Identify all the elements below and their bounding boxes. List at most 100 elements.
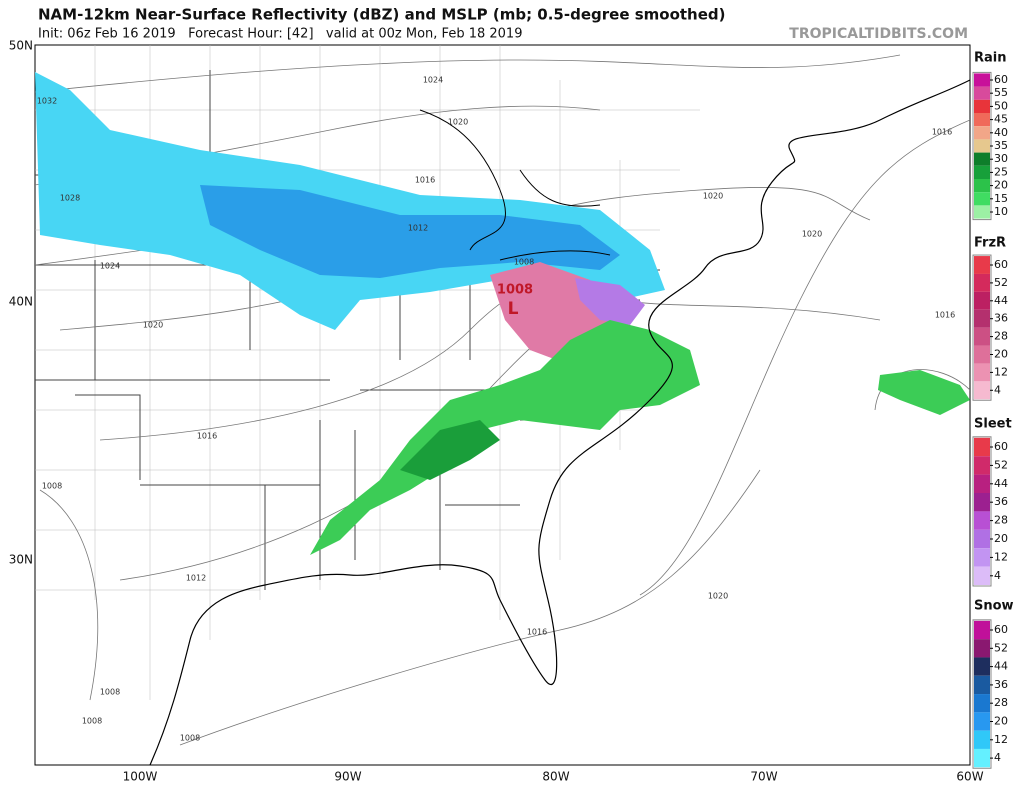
axis-labels: 50N 40N 30N 100W 90W 80W 70W 60W bbox=[9, 39, 984, 784]
legend-label: 40 bbox=[994, 126, 1008, 139]
legend-swatch bbox=[974, 712, 990, 731]
legend-label: 45 bbox=[994, 113, 1008, 126]
legend-swatch bbox=[974, 566, 990, 585]
legend-title: FrzR bbox=[974, 236, 1006, 251]
isobar-label: 1020 bbox=[448, 118, 468, 127]
legend-swatch bbox=[974, 327, 990, 346]
legend-label: 52 bbox=[994, 276, 1008, 289]
low-pressure: 1008 bbox=[497, 283, 533, 298]
isobar-label: 1008 bbox=[82, 717, 102, 726]
legend-label: 52 bbox=[994, 641, 1008, 654]
legend-label: 25 bbox=[994, 165, 1008, 178]
legend-title: Sleet bbox=[974, 417, 1012, 432]
isobar-label: 1020 bbox=[802, 230, 822, 239]
legend-label: 20 bbox=[994, 715, 1008, 728]
lon-label: 100W bbox=[123, 770, 158, 784]
legend-swatch bbox=[974, 657, 990, 676]
legend-swatch bbox=[974, 192, 990, 206]
legend-swatch bbox=[974, 273, 990, 292]
isobar-label: 1012 bbox=[408, 224, 428, 233]
isobar-label: 1008 bbox=[514, 258, 534, 267]
isobar-labels: 1032 1028 1024 1020 1016 1012 1008 1008 1008 1008… bbox=[37, 76, 955, 743]
legend-label: 20 bbox=[994, 179, 1008, 192]
lon-label: 60W bbox=[956, 770, 983, 784]
subtitle: Init: 06z Feb 16 2019 Forecast Hour: [42… bbox=[38, 27, 522, 42]
legend-label: 60 bbox=[994, 623, 1008, 636]
legend-swatch bbox=[974, 730, 990, 749]
legend-frame bbox=[972, 254, 992, 401]
legend-swatch bbox=[974, 474, 990, 493]
legend-label: 20 bbox=[994, 532, 1008, 545]
isobar-label: 1024 bbox=[100, 262, 120, 271]
isobar-label: 1008 bbox=[180, 734, 200, 743]
legend-label: 12 bbox=[994, 733, 1008, 746]
legend-swatch bbox=[974, 437, 990, 457]
lon-label: 80W bbox=[542, 770, 569, 784]
isobar-label: 1020 bbox=[143, 321, 163, 330]
legend-swatch bbox=[974, 291, 990, 310]
legend-label: 35 bbox=[994, 139, 1008, 152]
legend-label: 50 bbox=[994, 99, 1008, 112]
legend-label: 44 bbox=[994, 294, 1008, 307]
legend-swatch bbox=[974, 363, 990, 382]
legend-swatch bbox=[974, 548, 990, 567]
isobar-label: 1016 bbox=[415, 176, 435, 185]
legend-swatch bbox=[974, 748, 990, 768]
legend-label: 20 bbox=[994, 348, 1008, 361]
legend-label: 15 bbox=[994, 192, 1008, 205]
legend-swatch bbox=[974, 639, 990, 658]
legend-label: 4 bbox=[994, 383, 1001, 396]
legend-label: 44 bbox=[994, 660, 1008, 673]
isobar-label: 1012 bbox=[186, 574, 206, 583]
legend-label: 28 bbox=[994, 696, 1008, 709]
isobar-label: 1032 bbox=[37, 97, 57, 106]
legend-swatch bbox=[974, 73, 990, 87]
legend-swatch bbox=[974, 345, 990, 364]
legend-label: 44 bbox=[994, 477, 1008, 490]
legend-swatch bbox=[974, 152, 990, 166]
legend-frame bbox=[972, 619, 992, 769]
legend-title: Snow bbox=[974, 599, 1014, 614]
legend-swatch bbox=[974, 126, 990, 140]
legend-title: Rain bbox=[974, 51, 1007, 66]
legend-swatch bbox=[974, 456, 990, 475]
legend-swatch bbox=[974, 113, 990, 127]
legend-label: 28 bbox=[994, 330, 1008, 343]
legend-swatch bbox=[974, 675, 990, 695]
isobar-label: 1020 bbox=[703, 192, 723, 201]
legend-label: 4 bbox=[994, 569, 1001, 582]
legend-swatch bbox=[974, 511, 990, 530]
legend-swatch bbox=[974, 205, 990, 219]
legend-label: 52 bbox=[994, 458, 1008, 471]
legend-label: 4 bbox=[994, 751, 1001, 764]
legend-label: 12 bbox=[994, 365, 1008, 378]
legend-label: 60 bbox=[994, 258, 1008, 271]
lat-label: 40N bbox=[9, 295, 33, 309]
legend-swatch bbox=[974, 620, 990, 640]
isobar-label: 1016 bbox=[527, 628, 547, 637]
isobar-label: 1020 bbox=[708, 592, 728, 601]
legend-swatch bbox=[974, 86, 990, 100]
legend-label: 36 bbox=[994, 495, 1008, 508]
lon-label: 90W bbox=[334, 770, 361, 784]
isobar-label: 1016 bbox=[197, 432, 217, 441]
legend: Rain6055504540353025201510FrzR6052443628… bbox=[972, 51, 1014, 769]
legend-swatch bbox=[974, 381, 990, 400]
legend-swatch bbox=[974, 165, 990, 179]
legend-label: 55 bbox=[994, 86, 1008, 99]
legend-swatch bbox=[974, 493, 990, 512]
isobar-label: 1008 bbox=[100, 688, 120, 697]
isobar-label: 1024 bbox=[423, 76, 443, 85]
isobar-label: 1016 bbox=[935, 311, 955, 320]
map-area bbox=[34, 44, 971, 766]
legend-label: 60 bbox=[994, 73, 1008, 86]
legend-label: 36 bbox=[994, 312, 1008, 325]
legend-swatch bbox=[974, 529, 990, 549]
lat-label: 30N bbox=[9, 553, 33, 567]
legend-swatch bbox=[974, 256, 990, 274]
legend-swatch bbox=[974, 309, 990, 328]
legend-label: 12 bbox=[994, 550, 1008, 563]
legend-swatch bbox=[974, 179, 990, 193]
